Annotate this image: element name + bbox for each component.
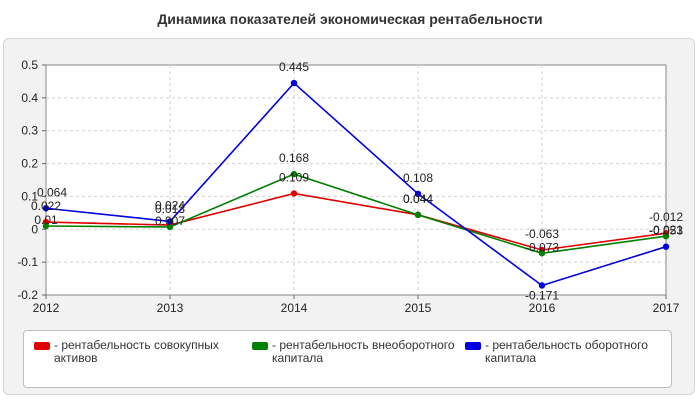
data-point-working-capital: [290, 79, 298, 87]
y-tick-label: -0.1: [17, 255, 38, 269]
data-label-total-assets: -0.063: [525, 227, 559, 241]
x-tick-label: 2017: [653, 301, 680, 315]
legend-label-fixed-capital: - рентабельность внеоборотного капитала: [272, 338, 455, 365]
data-point-fixed-capital: [42, 222, 50, 230]
data-label-fixed-capital: -0.073: [525, 240, 559, 254]
chart-title: Динамика показателей экономическая рента…: [157, 11, 543, 27]
legend-label-working-capital: - рентабельность оборотного капитала: [485, 338, 648, 365]
series-line-fixed-capital: [45, 173, 667, 255]
y-tick-label: 0.2: [21, 157, 38, 171]
data-point-working-capital: [166, 218, 174, 225]
legend-swatch-fixed-capital: [252, 342, 268, 350]
y-tick-label: 0.1: [21, 189, 38, 203]
data-label-total-assets: 0.044: [403, 192, 433, 206]
series-layer: [42, 79, 670, 289]
y-tick-label: 0.5: [21, 58, 38, 72]
y-tick-label: 0: [31, 222, 38, 236]
data-label-working-capital: -0.171: [525, 288, 559, 302]
plot-area: [45, 64, 667, 296]
grid-lines: [46, 65, 666, 295]
data-point-total-assets: [290, 190, 298, 197]
legend-label-total-assets: - рентабельность совокупных активов: [54, 338, 219, 365]
data-point-fixed-capital: [538, 250, 546, 257]
data-label-fixed-capital: 0.044: [403, 192, 433, 206]
y-tick-label: -0.2: [17, 288, 38, 302]
data-point-fixed-capital: [290, 170, 298, 178]
y-tick-label: 0.4: [21, 91, 38, 105]
series-line-working-capital: [45, 81, 667, 287]
data-point-working-capital: [42, 205, 50, 212]
data-label-total-assets: -0.012: [649, 210, 683, 224]
data-point-fixed-capital: [166, 223, 174, 231]
data-labels: 0.022 0.013 0.109 0.044 -0.063 -0.012 0.01 0.00…: [31, 60, 683, 302]
data-point-working-capital: [662, 243, 670, 250]
legend-swatch-working-capital: [465, 342, 481, 350]
data-label-total-assets: 0.022: [31, 199, 61, 213]
data-label-working-capital: 0.445: [279, 60, 309, 74]
data-label-fixed-capital: 0.168: [279, 151, 309, 165]
data-point-fixed-capital: [414, 211, 422, 219]
y-tick-label: 0.3: [21, 124, 38, 138]
data-point-working-capital: [538, 282, 546, 289]
y-axis-ticks: 0.5 0.4 0.3 0.2 0.1 0 -0.1 -0.2: [17, 58, 46, 302]
data-label-working-capital: -0.053: [649, 224, 683, 238]
data-label-working-capital: 0.108: [403, 171, 433, 185]
x-tick-label: 2015: [405, 301, 432, 315]
legend-swatch-total-assets: [34, 342, 50, 350]
legend: - рентабельность совокупных активов - ре…: [23, 330, 672, 388]
data-point-fixed-capital: [662, 232, 670, 240]
x-tick-label: 2013: [157, 301, 184, 315]
data-label-total-assets: 0.013: [155, 202, 185, 216]
x-tick-label: 2014: [281, 301, 308, 315]
data-point-working-capital: [414, 190, 422, 197]
data-label-fixed-capital: 0.007: [155, 214, 185, 228]
data-label-fixed-capital: 0.01: [34, 213, 58, 227]
series-line-total-assets: [45, 192, 667, 251]
x-tick-label: 2016: [529, 301, 556, 315]
x-tick-label: 2012: [33, 301, 60, 315]
data-label-total-assets: 0.109: [279, 170, 309, 184]
data-label-working-capital: 0.024: [155, 198, 185, 212]
data-label-working-capital: 0.064: [37, 185, 67, 199]
x-axis-ticks: 2012 2013 2014 2015 2016 2017: [33, 295, 680, 315]
data-label-fixed-capital: -0.021: [649, 223, 683, 237]
